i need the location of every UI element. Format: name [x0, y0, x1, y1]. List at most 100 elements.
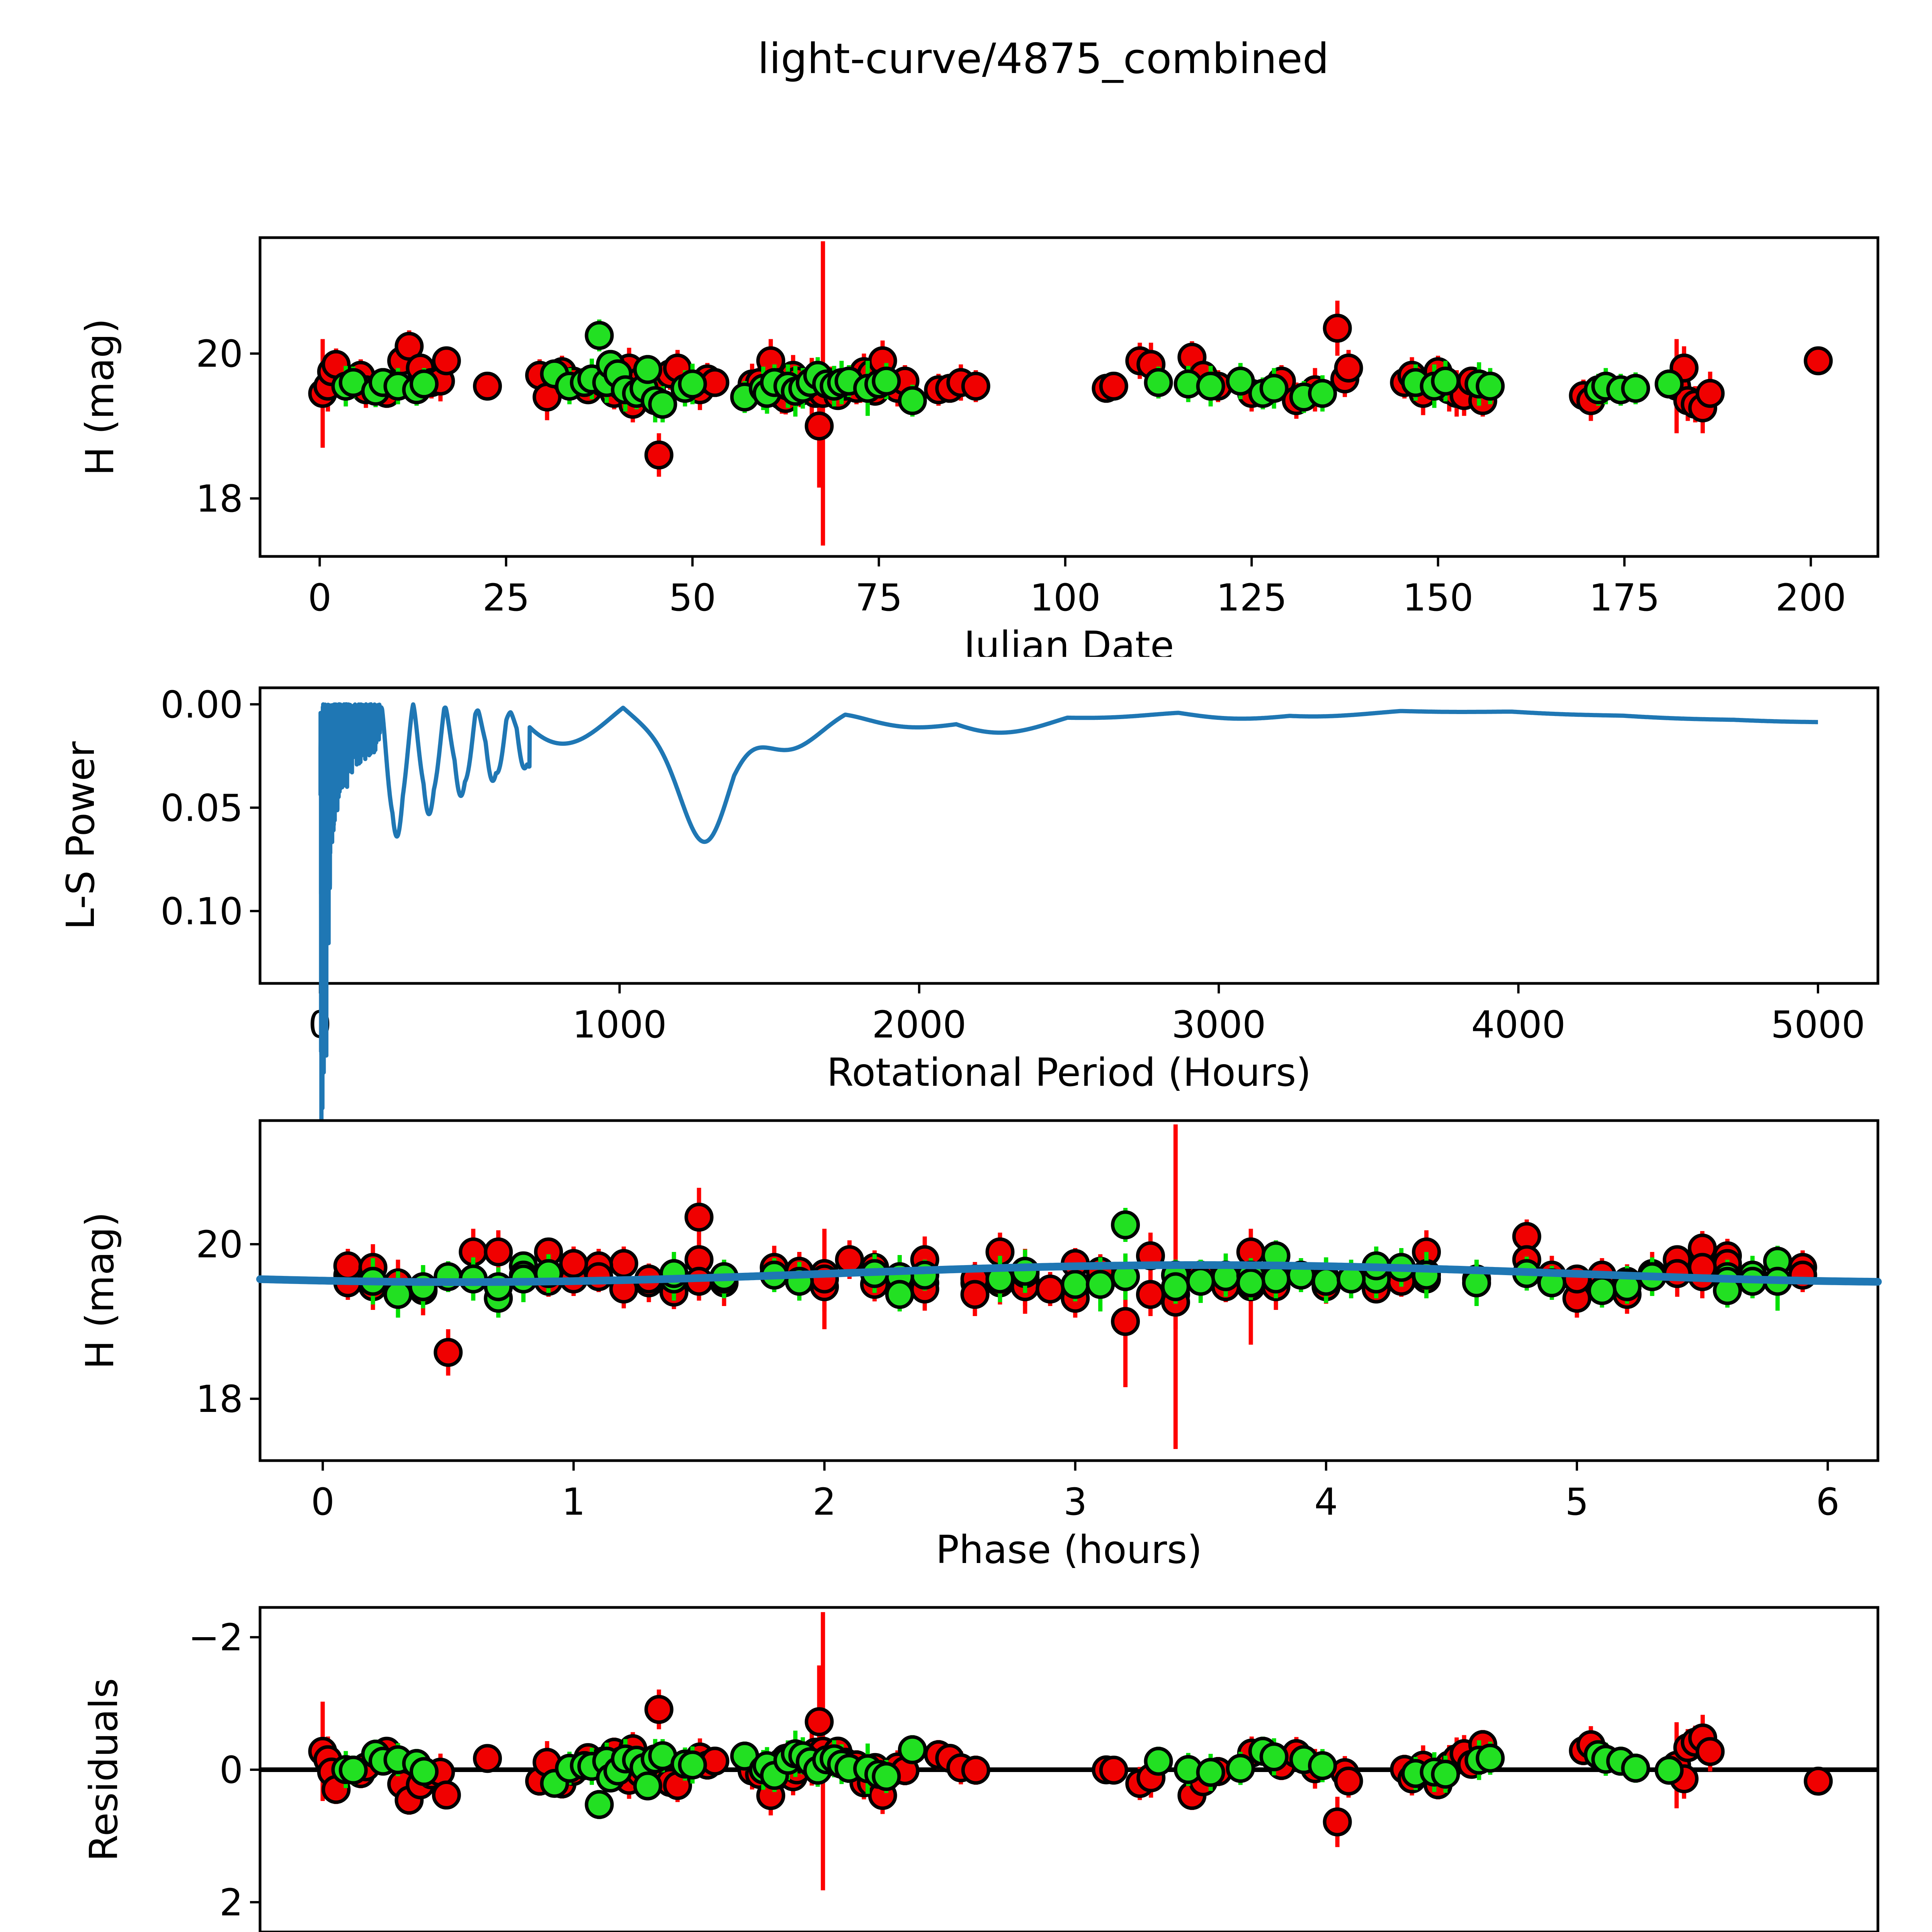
data-point	[1311, 1267, 1341, 1296]
data-point	[633, 355, 662, 384]
x-tick-label: 200	[1776, 576, 1846, 619]
data-point	[1196, 1758, 1225, 1787]
series-green	[331, 1730, 1684, 1819]
data-point	[1323, 313, 1352, 343]
data-point	[1621, 374, 1650, 403]
data-point	[885, 1280, 914, 1309]
panel-light-curve: 0 25 50 75 100 125 150 175 200 20 18 Julian Date H (…	[77, 236, 1879, 657]
data-point	[1259, 1742, 1289, 1772]
data-point	[473, 1744, 502, 1773]
data-point	[633, 1771, 662, 1801]
data-point	[1476, 1743, 1505, 1773]
data-point	[1144, 368, 1173, 397]
x-tick-label: 5	[1565, 1480, 1588, 1524]
data-point	[1061, 1270, 1090, 1299]
data-point	[1111, 1307, 1140, 1336]
axes-frame	[259, 686, 1879, 985]
data-point	[1696, 1737, 1725, 1766]
x-tick-label: 4	[1314, 1480, 1338, 1524]
x-tick-label: 0	[311, 1480, 335, 1524]
data-point	[484, 1272, 513, 1301]
data-point	[1655, 369, 1684, 399]
x-tick-label: 0	[308, 576, 332, 619]
y-tick-label: 0.05	[160, 786, 243, 830]
axes-frame	[259, 1119, 1879, 1462]
data-point	[872, 366, 901, 396]
data-point	[434, 1338, 463, 1367]
data-point	[1587, 1276, 1617, 1305]
data-point	[1431, 1760, 1460, 1789]
data-point	[1144, 1747, 1173, 1776]
y-tick-label: 0.00	[160, 683, 243, 726]
data-point	[1476, 371, 1505, 401]
data-point	[333, 1251, 362, 1281]
data-point	[1621, 1753, 1650, 1783]
data-point	[1136, 1280, 1165, 1309]
panel-phase-folded: 0 1 2 3 4 5 6 20 18 Phase (hours) H (mag)	[77, 1119, 1882, 1572]
y-tick-label: 20	[196, 1223, 243, 1266]
data-point	[1261, 1264, 1291, 1294]
data-point	[1226, 366, 1255, 396]
data-point	[678, 369, 707, 399]
data-point	[559, 1249, 588, 1278]
x-tick-label: 6	[1816, 1480, 1840, 1524]
data-point	[1334, 354, 1363, 383]
y-axis-label: H (mag)	[77, 1212, 122, 1369]
data-point	[585, 321, 614, 350]
data-point	[1236, 1268, 1265, 1298]
data-point	[609, 1249, 638, 1278]
data-point	[961, 371, 990, 401]
data-point	[1804, 346, 1833, 376]
page-title: light-curve/4875_combined	[757, 35, 1329, 83]
data-point	[1696, 379, 1725, 408]
data-point	[408, 1272, 438, 1301]
y-tick-label: 18	[196, 1378, 243, 1421]
data-point	[473, 371, 502, 401]
x-tick-label: 75	[855, 576, 902, 619]
x-tick-label: 25	[483, 576, 530, 619]
data-point	[432, 1781, 461, 1810]
panel-periodogram: 0 1000 2000 3000 4000 50000.000.050.10Rotatio…	[58, 683, 1879, 1121]
data-point	[585, 1790, 614, 1819]
data-point	[648, 389, 677, 419]
data-point	[835, 1245, 864, 1274]
fit-curve	[256, 1261, 1882, 1286]
data-point	[1226, 1754, 1255, 1783]
data-point	[644, 1695, 673, 1724]
series-green	[331, 319, 1684, 423]
x-axis-label: Phase (hours)	[936, 1527, 1202, 1572]
data-point	[1259, 374, 1289, 403]
y-tick-label: 2	[219, 1881, 243, 1924]
x-tick-label: 3	[1063, 1480, 1087, 1524]
data-point	[644, 440, 673, 469]
x-tick-label: 4000	[1471, 1003, 1565, 1046]
data-point	[960, 1280, 990, 1309]
x-tick-label: 2000	[872, 1003, 966, 1046]
x-tick-label: 150	[1403, 576, 1473, 619]
data-point	[1308, 379, 1337, 408]
data-point	[1196, 371, 1225, 401]
x-tick-label: 3000	[1172, 1003, 1266, 1046]
data-point	[1099, 371, 1128, 401]
data-point	[432, 346, 461, 376]
data-point	[1161, 1272, 1190, 1301]
y-axis-label: H (mag)	[77, 318, 122, 476]
data-point	[338, 1755, 368, 1785]
data-point	[1334, 1766, 1363, 1796]
data-point	[409, 369, 439, 399]
data-point	[1086, 1270, 1115, 1299]
data-point	[1111, 1210, 1140, 1240]
data-point	[1308, 1751, 1337, 1780]
data-point	[409, 1757, 439, 1786]
data-point	[872, 1762, 901, 1791]
data-point	[1655, 1755, 1684, 1785]
data-point	[484, 1237, 513, 1267]
data-point	[678, 1750, 707, 1780]
data-point	[804, 412, 834, 440]
x-axis-label: Julian Date	[962, 623, 1174, 657]
axes-frame	[259, 236, 1879, 558]
x-tick-label: 1	[562, 1480, 585, 1524]
x-tick-label: 100	[1030, 576, 1100, 619]
y-tick-label: 20	[196, 332, 243, 376]
data-point	[1036, 1274, 1065, 1304]
